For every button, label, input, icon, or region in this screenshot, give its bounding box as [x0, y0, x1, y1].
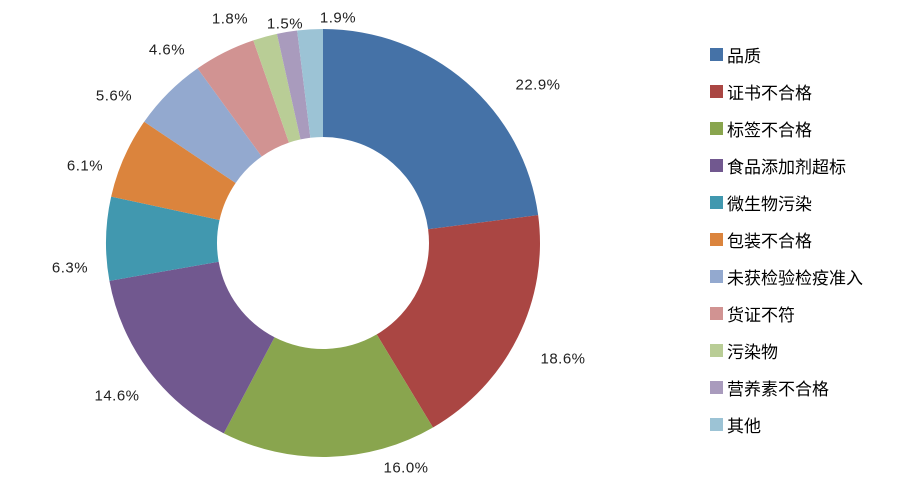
slice-value-label: 1.8%	[211, 10, 249, 28]
legend-label: 包装不合格	[727, 231, 812, 251]
slice-value-label: 22.9%	[515, 76, 561, 94]
slice-value-label: 1.9%	[319, 9, 357, 27]
legend-item-pinzhi: 品质	[710, 42, 863, 66]
legend-item-jianyan: 未获检验检疫准入	[710, 264, 863, 288]
pie-slice-8	[197, 40, 289, 157]
legend-item-biaoqian: 标签不合格	[710, 116, 863, 140]
legend-label: 营养素不合格	[727, 379, 829, 399]
legend-swatch-icon	[710, 417, 723, 431]
legend-item-baozhuang: 包装不合格	[710, 227, 863, 251]
slice-value-label: 4.6%	[148, 41, 186, 59]
legend-label: 标签不合格	[727, 120, 812, 140]
legend-item-zhengshu: 证书不合格	[710, 79, 863, 103]
slice-value-label: 16.0%	[383, 459, 429, 477]
legend-item-huozheng: 货证不符	[710, 301, 863, 325]
legend-swatch-icon	[710, 380, 723, 394]
slice-value-label: 14.6%	[94, 387, 140, 405]
legend-item-wuranwu: 污染物	[710, 338, 863, 362]
slice-value-label: 6.1%	[66, 157, 104, 175]
legend-swatch-icon	[710, 195, 723, 209]
chart-legend: 品质 证书不合格 标签不合格 食品添加剂超标 微生物污染 包装不合格 未获检验检…	[710, 42, 863, 436]
pie-slice-1	[323, 29, 539, 230]
pie-slice-9	[253, 33, 301, 143]
pie-slice-6	[111, 121, 236, 221]
legend-item-weishengwu: 微生物污染	[710, 190, 863, 214]
legend-label: 货证不符	[727, 305, 795, 325]
legend-swatch-icon	[710, 47, 723, 61]
legend-swatch-icon	[710, 121, 723, 135]
legend-label: 污染物	[727, 342, 778, 362]
legend-label: 微生物污染	[727, 194, 812, 214]
slice-value-label: 1.5%	[266, 15, 304, 33]
slice-value-label: 18.6%	[540, 350, 586, 368]
legend-item-qita: 其他	[710, 412, 863, 436]
legend-swatch-icon	[710, 158, 723, 172]
pie-slice-11	[297, 29, 323, 138]
legend-item-tianjiaji: 食品添加剂超标	[710, 153, 863, 177]
pie-slice-2	[376, 215, 540, 428]
legend-swatch-icon	[710, 306, 723, 320]
pie-slice-10	[276, 30, 311, 140]
legend-label: 未获检验检疫准入	[727, 268, 863, 288]
slice-value-label: 6.3%	[51, 259, 89, 277]
legend-label: 其他	[727, 416, 761, 436]
legend-swatch-icon	[710, 269, 723, 283]
legend-label: 食品添加剂超标	[727, 157, 846, 177]
legend-label: 证书不合格	[727, 83, 812, 103]
pie-slice-4	[109, 261, 275, 434]
pie-slice-5	[106, 196, 220, 281]
legend-item-yingyangsu: 营养素不合格	[710, 375, 863, 399]
slice-value-label: 5.6%	[95, 87, 133, 105]
legend-swatch-icon	[710, 84, 723, 98]
legend-label: 品质	[727, 46, 761, 66]
legend-swatch-icon	[710, 343, 723, 357]
legend-swatch-icon	[710, 232, 723, 246]
pie-slice-7	[144, 68, 262, 183]
pie-slice-3	[223, 334, 433, 457]
